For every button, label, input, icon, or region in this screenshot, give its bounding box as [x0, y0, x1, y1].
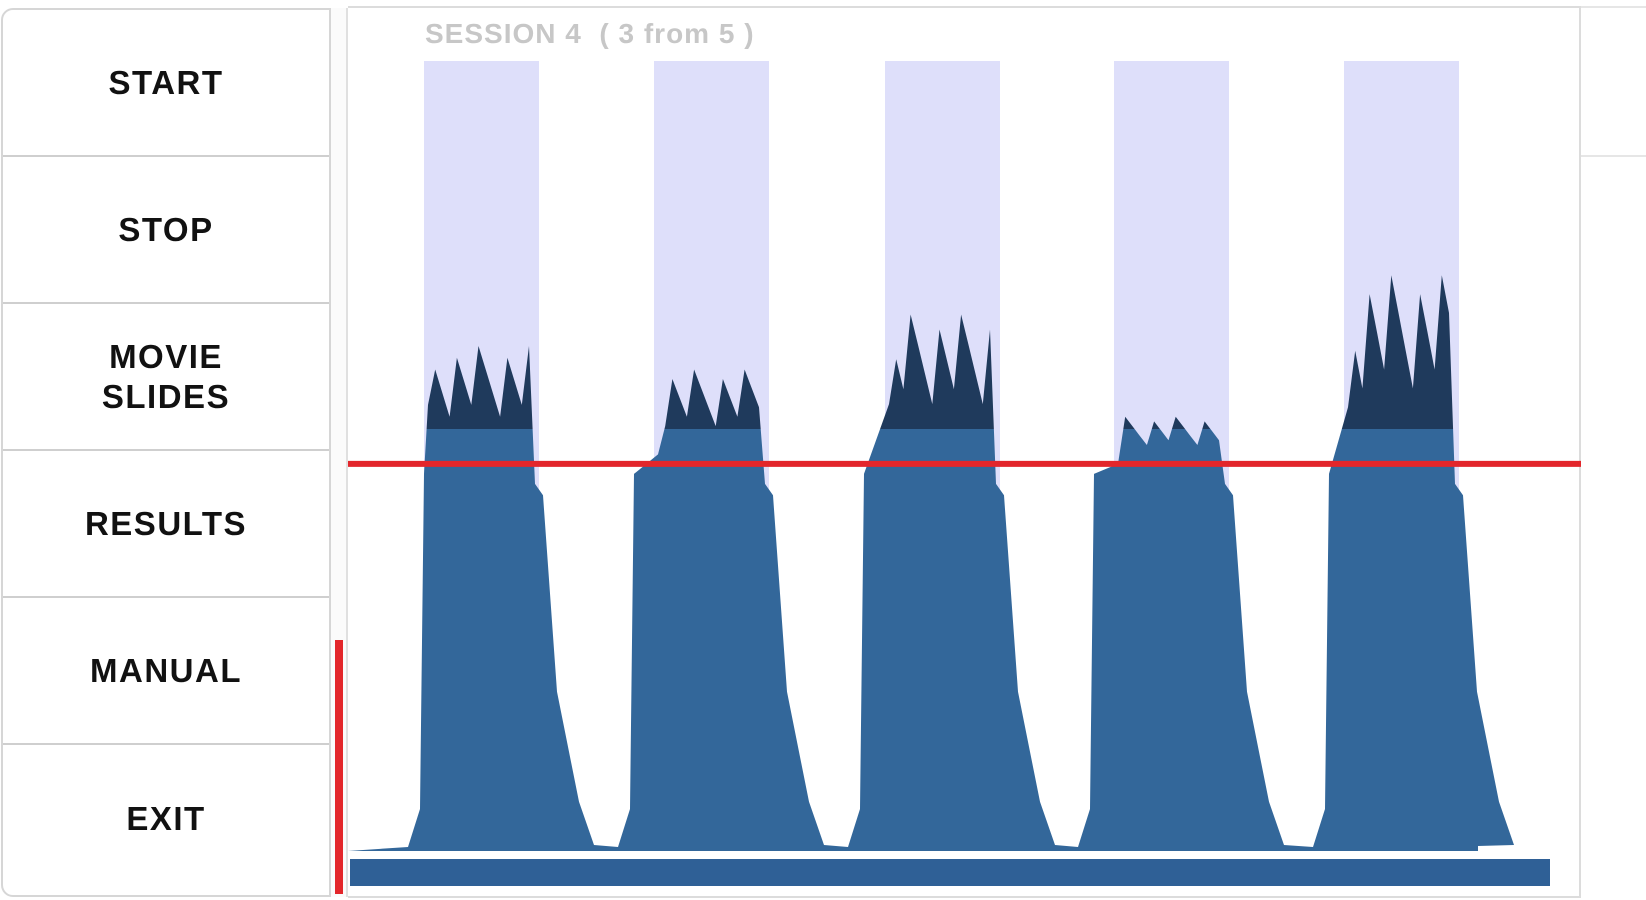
session-chart	[348, 61, 1581, 886]
signal-area-below	[348, 429, 1514, 851]
session-title: SESSION 4 ( 3 from 5 )	[425, 18, 755, 49]
active-marker	[335, 640, 343, 894]
menu-sidebar: START STOP MOVIE SLIDES RESULTS MANUAL E…	[1, 8, 331, 897]
movie-slides-button[interactable]: MOVIE SLIDES	[3, 304, 329, 451]
manual-button[interactable]: MANUAL	[3, 598, 329, 745]
side-divider-line	[1581, 155, 1646, 157]
exit-button[interactable]: EXIT	[126, 799, 206, 837]
signal-area-above	[426, 275, 1454, 429]
start-button[interactable]: START	[3, 10, 329, 157]
baseline-bar	[350, 859, 1550, 886]
top-divider-line	[1581, 6, 1646, 8]
results-button[interactable]: RESULTS	[3, 451, 329, 598]
stop-button[interactable]: STOP	[3, 157, 329, 304]
